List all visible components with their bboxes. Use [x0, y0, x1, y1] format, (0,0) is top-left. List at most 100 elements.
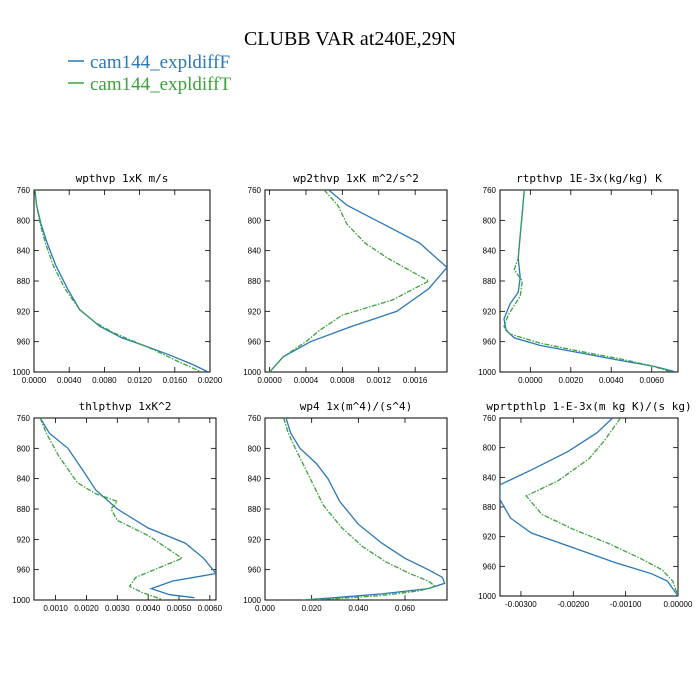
series-line-expldiffF: [503, 190, 677, 372]
series-line-expldiffF: [34, 190, 209, 372]
x-tick-label: 0.0040: [57, 376, 82, 385]
y-tick-label: 760: [248, 186, 262, 195]
series-line-expldiffT: [525, 418, 678, 596]
y-tick-label: 840: [17, 475, 31, 484]
legend-item-expldiffT: cam144_expldiffT: [68, 74, 231, 95]
panel-4: thlpthvp 1xK^2 760 800 840 880 920 960 1000 0.00…: [12, 400, 222, 613]
plot-frame: [499, 417, 679, 597]
y-tick-label: 1000: [243, 596, 261, 605]
x-tick-label: 0.0060: [198, 604, 223, 613]
series-line-expldiffT: [269, 190, 431, 372]
y-tick-label: 800: [248, 444, 262, 453]
y-tick-label: 920: [248, 307, 262, 316]
y-tick-label: 920: [17, 307, 31, 316]
x-tick-label: 0.0004: [294, 376, 319, 385]
y-tick-label: 1000: [12, 596, 30, 605]
x-tick-label: 0.0000: [257, 376, 282, 385]
plot-frame: [264, 417, 448, 601]
series-line-expldiffT: [34, 190, 202, 372]
x-tick-label: 0.0030: [105, 604, 130, 613]
legend-label: cam144_expldiffT: [90, 74, 231, 95]
figure-title: CLUBB VAR at240E,29N: [244, 28, 456, 50]
x-tick-label: -0.00200: [557, 600, 589, 609]
panel-title: rtpthvp 1E-3x(kg/kg) K: [516, 172, 662, 185]
y-tick-label: 880: [17, 277, 31, 286]
y-tick-label: 880: [17, 505, 31, 514]
y-tick-label: 960: [17, 338, 31, 347]
y-tick-label: 960: [248, 338, 262, 347]
panel-2: wp2thvp 1xK m^2/s^2 760 800 840 880 920 960 100…: [243, 172, 448, 385]
x-tick-label: 0.0000: [518, 376, 543, 385]
x-tick-label: 0.0060: [639, 376, 664, 385]
y-tick-label: 1000: [12, 368, 30, 377]
x-tick-label: -0.00300: [505, 600, 537, 609]
x-tick-label: 0.0040: [599, 376, 624, 385]
y-tick-label: 1000: [478, 592, 496, 601]
y-tick-label: 840: [248, 247, 262, 256]
y-tick-label: 800: [17, 444, 31, 453]
x-tick-label: 0.0016: [403, 376, 428, 385]
series-line-expldiffF: [39, 418, 216, 599]
y-tick-label: 800: [248, 216, 262, 225]
plot-frame: [33, 417, 217, 601]
legend-item-expldiffF: cam144_expldiffF: [68, 52, 230, 73]
panel-title: wp4 1x(m^4)/(s^4): [300, 400, 413, 413]
plot-frame: [264, 189, 448, 373]
x-tick-label: 0.0120: [127, 376, 152, 385]
y-tick-label: 800: [17, 216, 31, 225]
y-tick-label: 760: [17, 186, 31, 195]
series-line-expldiffF: [269, 190, 447, 372]
x-tick-label: 0.0020: [559, 376, 584, 385]
y-tick-label: 880: [483, 277, 497, 286]
y-tick-label: 960: [483, 338, 497, 347]
panel-6: wprtpthlp 1-E-3x(m kg K)/(s kg)760 800 840…: [478, 400, 693, 609]
y-tick-label: 760: [17, 414, 31, 423]
y-tick-label: 840: [483, 247, 497, 256]
y-tick-label: 880: [248, 277, 262, 286]
x-tick-label: 0.0020: [74, 604, 99, 613]
x-tick-label: 0.00000: [664, 600, 693, 609]
panel-3: rtpthvp 1E-3x(kg/kg) K 760 800 840 880 920 960…: [478, 172, 679, 385]
x-tick-label: 0.0000: [22, 376, 47, 385]
y-tick-label: 1000: [478, 368, 496, 377]
panel-title: thlpthvp 1xK^2: [79, 400, 172, 413]
y-tick-label: 840: [17, 247, 31, 256]
y-tick-label: 960: [17, 566, 31, 575]
y-tick-label: 840: [248, 475, 262, 484]
y-tick-label: 920: [483, 533, 497, 542]
y-tick-label: 800: [483, 444, 497, 453]
x-tick-label: 0.000: [255, 604, 276, 613]
x-tick-label: 0.0050: [167, 604, 192, 613]
x-tick-label: 0.0080: [92, 376, 117, 385]
y-tick-label: 840: [483, 473, 497, 482]
y-tick-label: 760: [483, 186, 497, 195]
x-tick-label: 0.0040: [136, 604, 161, 613]
series-line-expldiffT: [39, 418, 184, 600]
panel-title: wpthvp 1xK m/s: [76, 172, 169, 185]
panel-title: wprtpthlp 1-E-3x(m kg K)/(s kg): [486, 400, 691, 413]
x-tick-label: 0.020: [302, 604, 323, 613]
y-tick-label: 960: [483, 562, 497, 571]
y-tick-label: 1000: [243, 368, 261, 377]
y-tick-label: 760: [248, 414, 262, 423]
plot-frame: [499, 189, 679, 373]
series-line-expldiffT: [503, 190, 673, 372]
legend-label: cam144_expldiffF: [90, 52, 230, 73]
series-line-expldiffF: [285, 418, 446, 600]
y-tick-label: 960: [248, 566, 262, 575]
y-tick-label: 800: [483, 216, 497, 225]
x-tick-label: -0.00100: [610, 600, 642, 609]
panels: wpthvp 1xK m/s76080084088092096010000.00…: [12, 172, 693, 613]
x-tick-label: 0.0200: [198, 376, 223, 385]
series-line-expldiffT: [283, 418, 437, 600]
x-tick-label: 0.0010: [43, 604, 68, 613]
panel-1: wpthvp 1xK m/s76080084088092096010000.00…: [12, 172, 223, 385]
y-tick-label: 880: [483, 503, 497, 512]
series-line-expldiffF: [500, 418, 678, 596]
x-tick-label: 0.040: [348, 604, 369, 613]
x-tick-label: 0.0008: [330, 376, 355, 385]
x-tick-label: 0.0012: [367, 376, 392, 385]
y-tick-label: 920: [17, 535, 31, 544]
legend: cam144_expldiffF cam144_expldiffT: [68, 52, 231, 95]
